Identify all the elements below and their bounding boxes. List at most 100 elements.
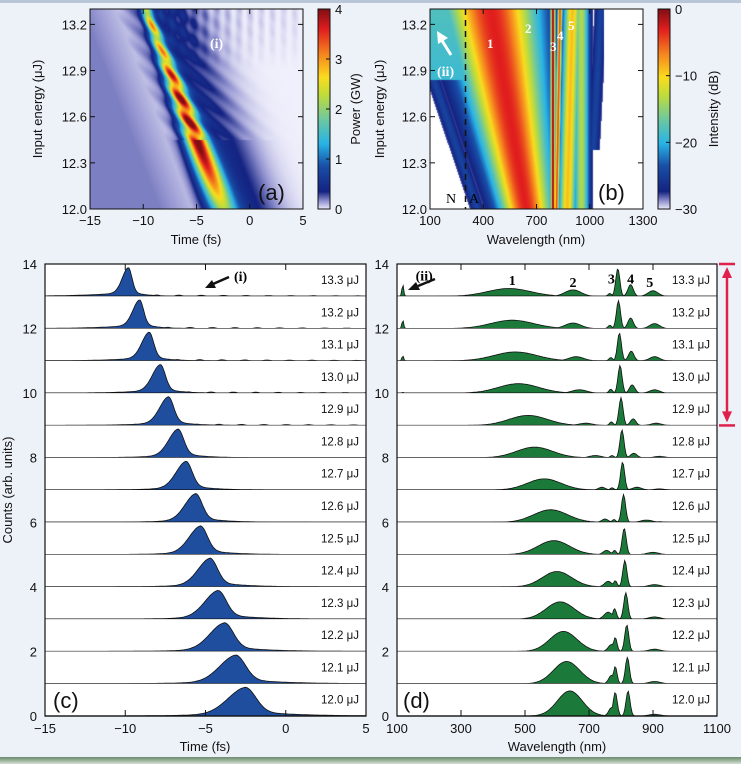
y-tick-label: 12.9 <box>402 64 427 79</box>
x-tick-label: 900 <box>642 721 664 736</box>
energy-label: 12.3 μJ <box>321 598 359 610</box>
top-border <box>0 0 741 3</box>
y-tick-label: 12.0 <box>402 202 427 217</box>
y-tick-label: 12.3 <box>402 156 427 171</box>
x-tick-label: 1300 <box>629 213 658 228</box>
strip-background <box>45 360 366 394</box>
x-tick-label: −5 <box>198 721 213 736</box>
arrow-ii-icon <box>437 31 453 56</box>
y-tick-label: 6 <box>30 515 37 530</box>
band-label-4: 4 <box>557 28 564 43</box>
energy-label: 13.3 μJ <box>672 275 710 287</box>
y-tick-label: 8 <box>30 451 37 466</box>
panel-b-ylabel: Input energy (μJ) <box>372 60 387 159</box>
strip-background <box>397 296 717 329</box>
y-tick-label: 2 <box>382 644 389 659</box>
energy-label: 13.0 μJ <box>672 372 710 384</box>
energy-label: 12.8 μJ <box>321 436 359 448</box>
y-tick-label: 0 <box>30 709 37 724</box>
y-tick-label: 12.6 <box>62 110 87 125</box>
strip-background <box>45 393 366 426</box>
energy-range-marker <box>719 262 735 427</box>
colorbar-tick-label: −30 <box>675 202 697 217</box>
peak-label: 4 <box>627 273 634 288</box>
y-tick-label: 0 <box>382 709 389 724</box>
strip-background <box>397 328 717 361</box>
energy-label: 13.1 μJ <box>321 340 359 352</box>
panel-c-xlabel: Time (fs) <box>180 739 231 754</box>
colorbar-b-label: Intensity (dB) <box>706 71 721 148</box>
y-tick-label: 12 <box>23 322 37 337</box>
panel-d: 13.3 μJ 13.2 μJ 13.1 μJ 13.0 μJ 12.9 μJ 12.8 … <box>396 262 735 754</box>
colorbar-b <box>658 9 670 209</box>
x-tick-label: 1100 <box>703 721 731 736</box>
strip-background <box>397 264 717 297</box>
x-tick-label: 1000 <box>575 213 604 228</box>
x-tick-label: −15 <box>79 213 101 228</box>
energy-label: 12.9 μJ <box>672 404 710 416</box>
arrow-i-icon <box>205 275 230 288</box>
energy-label: 13.2 μJ <box>321 307 359 319</box>
panel-c-label: (c) <box>53 688 79 713</box>
colorbar-tick-label: −10 <box>675 69 697 84</box>
y-tick-label: 12.3 <box>62 156 87 171</box>
x-tick-label: 700 <box>526 213 548 228</box>
x-tick-label: 500 <box>514 721 536 736</box>
panel-a: (a) (i) Time (fs) Input energy (μJ) Powe… <box>30 8 363 247</box>
y-tick-label: 10 <box>375 386 389 401</box>
strip-background <box>397 360 717 394</box>
energy-label: 12.7 μJ <box>321 469 359 481</box>
y-tick-label: 14 <box>375 257 389 272</box>
strip-background <box>397 393 717 426</box>
energy-label: 12.1 μJ <box>672 662 710 674</box>
x-tick-label: 100 <box>419 213 441 228</box>
y-tick-label: 13.2 <box>402 17 427 32</box>
y-tick-label: 4 <box>382 580 389 595</box>
panel-a-frame <box>89 8 304 210</box>
y-tick-label: 14 <box>23 257 37 272</box>
peak-label: 5 <box>646 276 653 291</box>
y-tick-label: 8 <box>382 451 389 466</box>
strip-background <box>45 457 366 490</box>
peak-label: 3 <box>608 273 615 288</box>
x-tick-label: −10 <box>132 213 154 228</box>
x-tick-label: −10 <box>114 721 136 736</box>
region-label-a: A <box>469 192 480 207</box>
x-tick-label: 0 <box>246 213 253 228</box>
band-label-5: 5 <box>568 18 575 33</box>
energy-label: 12.0 μJ <box>321 695 359 707</box>
energy-label: 12.5 μJ <box>321 533 359 545</box>
y-tick-label: 12 <box>375 322 389 337</box>
x-tick-label: 300 <box>450 721 472 736</box>
energy-label: 12.9 μJ <box>321 404 359 416</box>
energy-label: 12.0 μJ <box>672 695 710 707</box>
strip-background <box>397 425 717 458</box>
strip-background <box>45 328 366 361</box>
band-label-2: 2 <box>525 21 532 36</box>
strip-background <box>45 425 366 458</box>
energy-label: 12.6 μJ <box>672 501 710 513</box>
x-tick-label: 5 <box>299 213 306 228</box>
panel-d-frame <box>396 263 718 717</box>
panel-a-xlabel: Time (fs) <box>171 232 222 247</box>
y-tick-label: 13.2 <box>62 17 87 32</box>
colorbar-b-frame <box>657 8 671 210</box>
colorbar-tick-label: 2 <box>335 102 342 117</box>
colorbar-a-label: Power (GW) <box>348 73 363 145</box>
band-label-1: 1 <box>487 36 494 51</box>
y-tick-label: 4 <box>30 580 37 595</box>
y-tick-label: 6 <box>382 515 389 530</box>
heatmap-a <box>90 9 303 209</box>
colorbar-tick-label: −20 <box>675 135 697 150</box>
peak-label: 2 <box>570 276 577 291</box>
bottom-border <box>0 757 741 764</box>
energy-label: 12.2 μJ <box>672 630 710 642</box>
x-tick-label: −15 <box>34 721 56 736</box>
band-label-3: 3 <box>550 39 557 54</box>
colorbar-tick-label: 3 <box>335 52 342 67</box>
panel-b-xlabel: Wavelength (nm) <box>487 232 586 247</box>
energy-label: 12.4 μJ <box>672 566 710 578</box>
y-tick-label: 10 <box>23 386 37 401</box>
energy-label: 13.1 μJ <box>672 340 710 352</box>
